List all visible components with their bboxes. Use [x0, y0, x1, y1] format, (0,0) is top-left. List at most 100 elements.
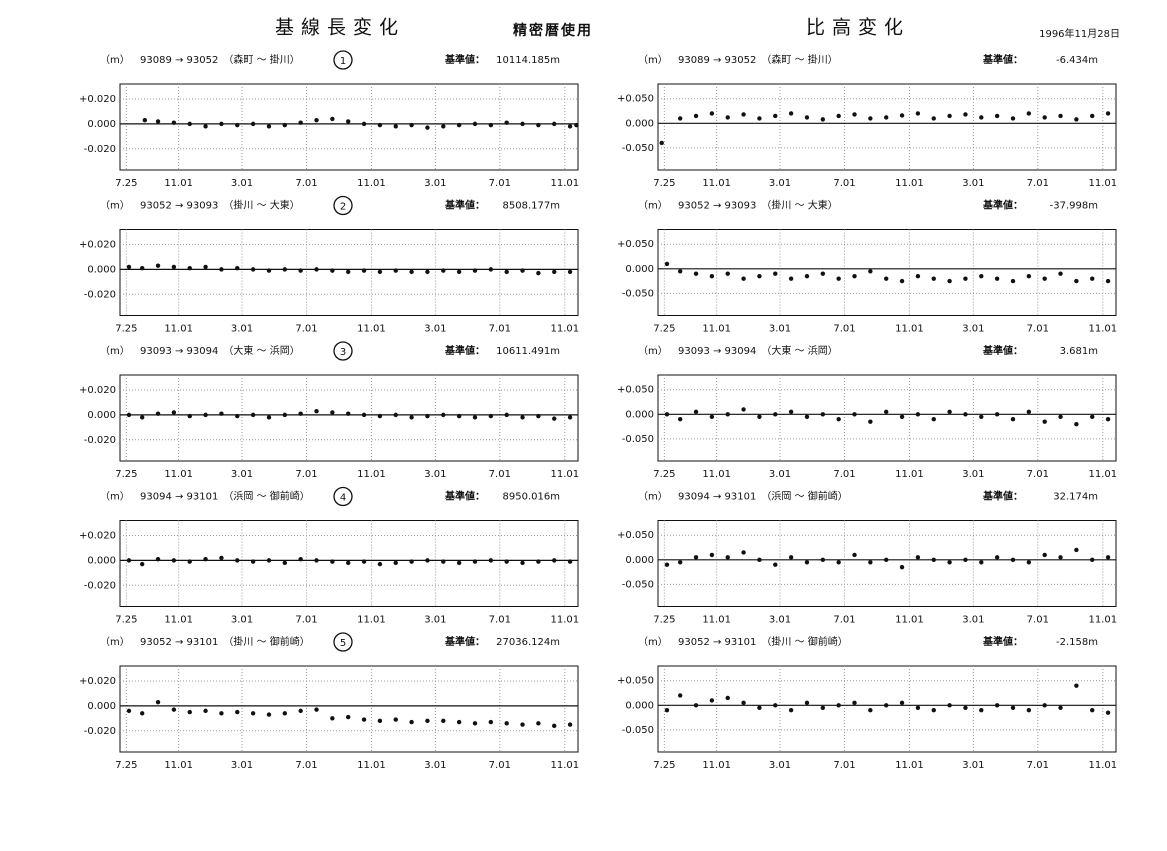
point	[441, 124, 446, 129]
x-tick-label: 7.01	[295, 760, 317, 771]
point	[979, 708, 984, 713]
point	[425, 269, 430, 275]
point	[963, 705, 968, 710]
point	[994, 412, 1000, 417]
point	[536, 122, 541, 128]
route-label: 93052 → 93093 （掛川 ～ 大東）	[140, 199, 300, 212]
point	[393, 412, 398, 418]
point	[852, 552, 857, 558]
point	[1090, 276, 1095, 281]
x-tick-label: 11.01	[164, 615, 193, 626]
point	[868, 116, 873, 121]
point	[773, 412, 778, 417]
point	[536, 721, 541, 726]
point	[820, 271, 826, 276]
plot-frame	[657, 520, 1117, 607]
route-number: 5	[340, 638, 346, 649]
point	[425, 558, 430, 563]
point	[741, 407, 746, 412]
y-tick-label: +0.020	[79, 94, 116, 105]
point	[441, 412, 446, 418]
point	[725, 412, 730, 417]
unit: （m）	[638, 54, 668, 66]
point	[361, 559, 367, 564]
point	[235, 558, 240, 563]
x-tick-label: 11.01	[164, 178, 193, 189]
point	[947, 409, 952, 415]
route-label: 93052 → 93101 （掛川 ～ 御前崎）	[140, 635, 310, 648]
point	[804, 414, 810, 419]
point	[899, 564, 905, 570]
point	[139, 415, 145, 420]
point	[456, 719, 462, 725]
x-tick-label: 3.01	[962, 615, 984, 626]
x-tick-label: 7.01	[833, 324, 855, 335]
point	[1105, 710, 1111, 715]
x-tick-label: 7.25	[115, 760, 137, 771]
point	[915, 412, 921, 417]
point	[520, 415, 525, 420]
point	[884, 703, 889, 708]
point	[171, 410, 177, 415]
x-tick-label: 7.01	[295, 178, 317, 189]
x-tick-label: 3.01	[424, 615, 446, 626]
point	[282, 122, 288, 128]
point	[155, 699, 161, 705]
x-tick-label: 3.01	[769, 469, 791, 480]
point	[472, 559, 478, 564]
point	[266, 268, 272, 273]
point	[979, 414, 984, 419]
x-tick-label: 3.01	[231, 469, 253, 480]
ref-label: 基準値：	[444, 344, 485, 357]
point	[282, 560, 288, 566]
point	[266, 415, 272, 420]
x-tick-label: 7.01	[489, 615, 511, 626]
date: 1996年11月28日	[1039, 27, 1120, 40]
point	[203, 556, 208, 562]
plot-frame	[119, 229, 579, 316]
point	[567, 722, 573, 727]
x-tick-label: 11.01	[550, 760, 579, 771]
point	[187, 121, 192, 127]
point	[947, 278, 952, 284]
x-tick-label: 11.01	[550, 324, 579, 335]
point	[425, 718, 430, 724]
point	[947, 703, 952, 708]
point	[219, 711, 224, 716]
y-tick-label: 0.000	[625, 409, 654, 420]
point	[1058, 414, 1063, 419]
x-tick-label: 11.01	[550, 178, 579, 189]
point	[1105, 278, 1111, 284]
point	[773, 113, 778, 119]
point	[346, 714, 351, 720]
x-tick-label: 7.01	[1027, 178, 1049, 189]
point	[659, 140, 664, 146]
point	[1090, 557, 1095, 563]
point	[836, 113, 841, 119]
ref-value: 32.174m	[1053, 492, 1098, 503]
point	[884, 409, 889, 415]
y-tick-label: +0.050	[617, 94, 654, 105]
point	[963, 112, 968, 117]
x-tick-label: 11.01	[1088, 178, 1117, 189]
point	[852, 112, 857, 117]
x-tick-label: 3.01	[769, 760, 791, 771]
point	[567, 559, 573, 564]
point	[804, 273, 810, 279]
point	[552, 416, 557, 421]
x-tick-label: 11.01	[357, 760, 386, 771]
y-tick-label: +0.050	[617, 676, 654, 687]
point	[725, 271, 730, 276]
x-tick-label: 7.01	[295, 469, 317, 480]
point	[330, 559, 335, 564]
y-tick-label: +0.020	[79, 385, 116, 396]
point	[139, 265, 145, 271]
ref-label: 基準値：	[982, 635, 1023, 648]
x-tick-label: 11.01	[164, 469, 193, 480]
point	[836, 276, 841, 281]
point	[994, 555, 1000, 560]
point	[931, 276, 936, 281]
point	[314, 408, 319, 414]
point	[142, 117, 148, 123]
point	[677, 116, 683, 121]
